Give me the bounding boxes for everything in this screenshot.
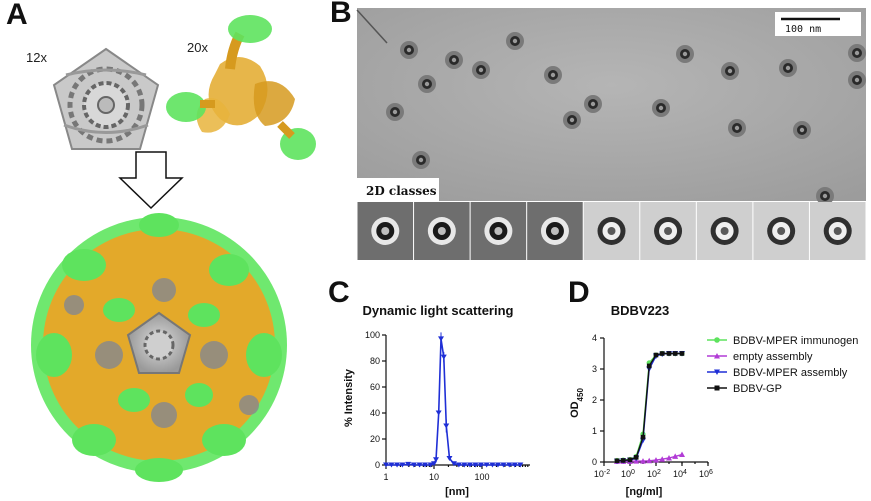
dls-x-tick-label: 1 [383,472,388,482]
dls-point [388,462,395,468]
label-12x: 12x [26,50,47,65]
dls-point [446,456,453,461]
elisa-x-tick-label: 100 [621,469,635,480]
dls-x-tick-label: 100 [474,472,489,482]
dls-point [394,462,401,468]
elisa-y-tick-label: 0 [592,457,597,467]
dls-point [427,462,434,468]
elisa-point [640,434,646,440]
elisa-point [640,458,646,464]
dls-point [399,462,406,468]
dls-point [511,462,518,468]
elisa-point [646,363,652,369]
dls-point [472,462,479,468]
elisa-point [672,453,679,459]
dls-y-tick-label: 60 [370,382,380,392]
dls-point [483,462,490,468]
elisa-point [653,457,659,463]
elisa-x-tick-label: 10-2 [594,469,610,480]
elisa-y-tick-label: 1 [592,426,597,436]
dls-point [455,462,462,468]
nanoparticle-illustration [31,213,287,482]
dls-point [405,461,412,467]
dls-y-tick-label: 80 [370,356,380,366]
elisa-point [646,457,653,464]
legend-label: BDBV-GP [733,383,782,395]
elisa-x-tick-label: 102 [647,469,661,480]
arrow-down-icon [118,151,184,210]
elisa-point [614,458,620,464]
elisa-x-tick-label: 104 [673,469,687,480]
elisa-y-tick-label: 4 [592,333,597,343]
dls-title: Dynamic light scattering [363,303,514,318]
micrograph: 2D classes 100 nm [356,8,866,205]
dls-point [466,462,473,468]
panel-letter-b: B [330,0,352,29]
dls-point [431,461,437,467]
elisa-y-tick-label: 2 [592,395,597,405]
elisa-point [659,456,666,462]
elisa-title: BDBV223 [611,303,670,318]
label-20x: 20x [187,40,208,55]
dls-point [450,461,457,467]
elisa-point [627,457,633,463]
dls-point [416,462,423,468]
elisa-point [679,351,685,356]
elisa-x-tick-label: 106 [699,469,713,480]
dls-series-line [386,338,521,466]
dls-y-tick-label: 20 [370,434,380,444]
dls-x-tick-label: 10 [429,472,439,482]
elisa-point [666,351,672,356]
panel-letter-c: C [328,276,350,309]
panel-letter-a: A [6,0,28,31]
dls-point [489,462,496,468]
dls-y-tick-label: 40 [370,408,380,418]
pentamer-illustration [52,47,160,150]
dls-point [461,462,468,468]
elisa-point [633,455,639,460]
dls-point [383,462,389,468]
dls-ylabel: % Intensity [343,368,355,427]
dls-y-tick-label: 100 [365,330,380,340]
elisa-legend: BDBV-MPER immunogen empty assembly BDBV-MP… [707,335,858,395]
elisa-point [653,352,659,358]
dls-point [500,462,507,468]
elisa-point [620,458,626,463]
scale-bar-label: 100 nm [785,24,821,35]
elisa-point [679,451,685,458]
dls-point [410,462,417,468]
dls-y-tick-label: 0 [375,460,380,470]
dls-point [422,462,429,468]
elisa-chart: BDBV223 0 1 2 3 4 10-2 100 102 104 106 OD450 [ng/… [569,303,713,498]
dls-point [506,462,513,468]
dls-point [432,457,439,463]
elisa-point [666,454,672,461]
dls-point [435,410,442,416]
classes-label: 2D classes [366,184,437,198]
panel-letter-d: D [568,276,590,309]
dls-point [477,462,484,468]
dls-xlabel: [nm] [445,486,469,498]
elisa-point [672,351,678,356]
elisa-y-tick-label: 3 [592,364,597,374]
micrograph-particles [386,32,866,205]
class-strip [357,202,866,260]
legend-label: empty assembly [733,351,813,363]
legend-label: BDBV-MPER assembly [733,367,848,379]
legend-label: BDBV-MPER immunogen [733,335,858,347]
trimer-illustration [166,15,316,160]
dls-point [517,462,524,468]
dls-chart: Dynamic light scattering 0 20 40 60 80 100 1 10… [343,303,530,498]
elisa-ylabel: OD450 [569,388,585,418]
elisa-point [659,351,665,356]
elisa-xlabel: [ng/ml] [626,486,663,498]
elisa-series-line [616,352,682,462]
dls-point [494,462,501,468]
